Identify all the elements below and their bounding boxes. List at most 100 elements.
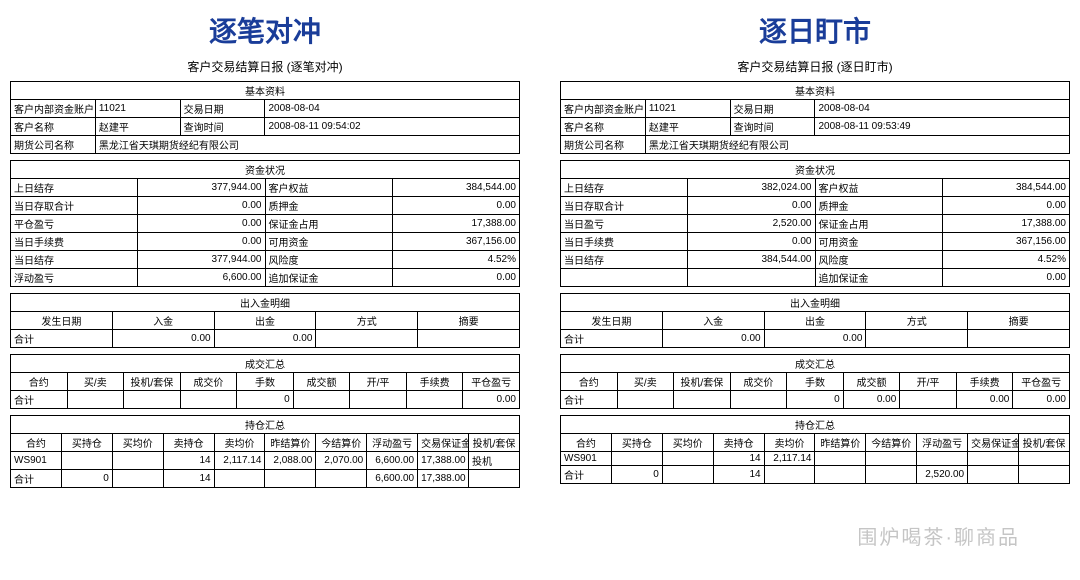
col: 合约 — [11, 434, 62, 452]
col: 手数 — [787, 373, 844, 391]
val: 0.00 — [138, 215, 265, 233]
val — [662, 466, 713, 484]
val: 382,024.00 — [688, 179, 815, 197]
val: 2,117.14 — [764, 452, 815, 466]
col: 投机/套保 — [124, 373, 181, 391]
val: 4.52% — [392, 251, 519, 269]
right-report-title: 客户交易结算日报 (逐日盯市) — [560, 58, 1070, 75]
col: 出金 — [764, 312, 866, 330]
lbl: 质押金 — [265, 197, 392, 215]
col: 交易保证金 — [418, 434, 469, 452]
lbl: 期货公司名称 — [11, 136, 96, 154]
val: 黑龙江省天琪期货经纪有限公司 — [645, 136, 1069, 154]
val — [764, 466, 815, 484]
val — [124, 391, 181, 409]
col: 买均价 — [662, 434, 713, 452]
col: 成交额 — [293, 373, 350, 391]
val — [316, 330, 418, 348]
left-trades-table: 成交汇总 合约 买/卖 投机/套保 成交价 手数 成交额 开/平 手续费 平仓盈… — [10, 354, 520, 409]
lbl: 查询时间 — [180, 118, 265, 136]
val: 0 — [787, 391, 844, 409]
val — [418, 330, 520, 348]
val: 17,388.00 — [942, 215, 1069, 233]
val — [67, 391, 124, 409]
val: 367,156.00 — [392, 233, 519, 251]
lbl: 平仓盈亏 — [11, 215, 138, 233]
val: 367,156.00 — [942, 233, 1069, 251]
val — [866, 330, 968, 348]
lbl: 当日盈亏 — [561, 215, 688, 233]
val — [316, 470, 367, 488]
lbl: 交易日期 — [180, 100, 265, 118]
lbl: 期货公司名称 — [561, 136, 646, 154]
val — [112, 470, 163, 488]
val — [265, 470, 316, 488]
val — [1019, 466, 1070, 484]
val: 6,600.00 — [367, 470, 418, 488]
right-io-table: 出入金明细 发生日期 入金 出金 方式 摘要 合计 0.00 0.00 — [560, 293, 1070, 348]
col: 买持仓 — [611, 434, 662, 452]
col: 合约 — [561, 373, 618, 391]
col: 卖均价 — [214, 434, 265, 452]
val: 0.00 — [392, 269, 519, 287]
val: 2,520.00 — [917, 466, 968, 484]
col: 今结算价 — [316, 434, 367, 452]
left-funds-table: 资金状况 上日结存377,944.00客户权益384,544.00 当日存取合计… — [10, 160, 520, 287]
val: 377,944.00 — [138, 179, 265, 197]
val: 17,388.00 — [392, 215, 519, 233]
val: 0.00 — [1013, 391, 1070, 409]
val: 384,544.00 — [688, 251, 815, 269]
lbl: 当日结存 — [11, 251, 138, 269]
col: 摘要 — [418, 312, 520, 330]
left-io-table: 出入金明细 发生日期 入金 出金 方式 摘要 合计 0.00 0.00 — [10, 293, 520, 348]
col: 昨结算价 — [265, 434, 316, 452]
section-header: 基本资料 — [11, 82, 520, 100]
val — [917, 452, 968, 466]
val: 0 — [237, 391, 294, 409]
right-title: 逐日盯市 — [560, 10, 1070, 50]
section-header: 出入金明细 — [561, 294, 1070, 312]
col: 昨结算价 — [815, 434, 866, 452]
val — [815, 452, 866, 466]
col: 手续费 — [956, 373, 1013, 391]
col: 卖持仓 — [713, 434, 764, 452]
val — [815, 466, 866, 484]
val: 0.00 — [392, 197, 519, 215]
lbl: 客户内部资金账户 — [561, 100, 646, 118]
col: 买/卖 — [67, 373, 124, 391]
lbl: 风险度 — [265, 251, 392, 269]
col: 平仓盈亏 — [463, 373, 520, 391]
val: 0.00 — [688, 233, 815, 251]
col: 今结算价 — [866, 434, 917, 452]
col: 发生日期 — [11, 312, 113, 330]
left-panel: 逐笔对冲 客户交易结算日报 (逐笔对冲) 基本资料 客户内部资金账户 11021… — [10, 10, 520, 490]
lbl: 查询时间 — [730, 118, 815, 136]
val — [617, 391, 674, 409]
val: WS901 — [11, 452, 62, 470]
col: 手续费 — [406, 373, 463, 391]
val: 14 — [163, 470, 214, 488]
section-header: 持仓汇总 — [561, 416, 1070, 434]
right-panel: 逐日盯市 客户交易结算日报 (逐日盯市) 基本资料 客户内部资金账户 11021… — [560, 10, 1070, 490]
left-pos-table: 持仓汇总 合约 买持仓 买均价 卖持仓 卖均价 昨结算价 今结算价 浮动盈亏 交… — [10, 415, 520, 488]
val: 2,070.00 — [316, 452, 367, 470]
val — [406, 391, 463, 409]
val: 17,388.00 — [418, 470, 469, 488]
col: 成交价 — [180, 373, 237, 391]
val — [688, 269, 815, 287]
lbl: 合计 — [11, 330, 113, 348]
section-header: 成交汇总 — [561, 355, 1070, 373]
lbl: 客户权益 — [265, 179, 392, 197]
col: 入金 — [112, 312, 214, 330]
val: 11021 — [95, 100, 180, 118]
col: 买均价 — [112, 434, 163, 452]
right-pos-table: 持仓汇总 合约 买持仓 买均价 卖持仓 卖均价 昨结算价 今结算价 浮动盈亏 交… — [560, 415, 1070, 484]
val — [180, 391, 237, 409]
lbl: 客户权益 — [815, 179, 942, 197]
lbl: 上日结存 — [11, 179, 138, 197]
val — [611, 452, 662, 466]
col: 摘要 — [968, 312, 1070, 330]
val — [968, 466, 1019, 484]
val: 384,544.00 — [392, 179, 519, 197]
section-header: 基本资料 — [561, 82, 1070, 100]
